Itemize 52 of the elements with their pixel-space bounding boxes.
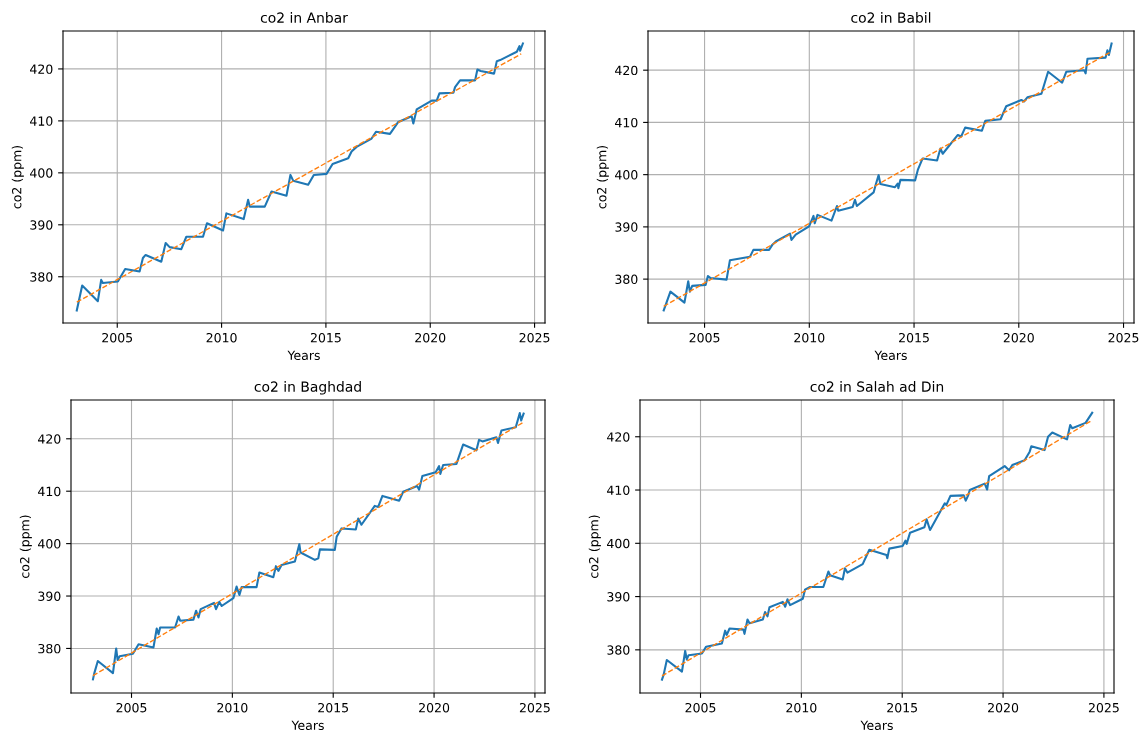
x-axis-title: Years (291, 720, 324, 731)
x-tick-label: 2010 (206, 332, 237, 343)
chart-title: co2 in Salah ad Din (810, 381, 944, 392)
y-tick-label: 380 (615, 274, 638, 285)
y-tick-label: 420 (38, 434, 61, 444)
x-tick-label: 2015 (899, 332, 929, 343)
y-tick-label: 420 (30, 64, 53, 74)
y-tick-label: 400 (30, 168, 53, 178)
y-tick-label: 410 (615, 117, 638, 128)
x-tick-label: 2025 (519, 702, 550, 713)
y-axis-title: co2 (ppm) (588, 515, 601, 578)
y-tick-label: 400 (607, 538, 630, 549)
x-tick-label: 2010 (217, 702, 248, 713)
x-tick-label: 2015 (887, 702, 918, 713)
x-tick-label: 2005 (102, 332, 133, 343)
y-tick-label: 390 (38, 591, 61, 601)
y-axis-title: co2 (ppm) (19, 515, 32, 578)
chart-title: co2 in Baghdad (254, 381, 361, 395)
x-tick-label: 2005 (685, 702, 716, 713)
y-tick-label: 420 (615, 65, 638, 76)
x-tick-label: 2020 (1003, 332, 1034, 343)
y-axis-title: co2 (ppm) (11, 145, 24, 209)
y-axis-title: co2 (ppm) (596, 145, 609, 209)
x-tick-label: 2010 (786, 702, 817, 713)
x-tick-label: 2005 (116, 702, 147, 713)
x-tick-label: 2010 (794, 332, 825, 343)
x-tick-label: 2015 (310, 332, 341, 343)
x-tick-label: 2025 (1108, 332, 1139, 343)
x-tick-label: 2025 (1088, 702, 1119, 713)
y-tick-label: 380 (30, 272, 53, 282)
x-tick-label: 2020 (988, 702, 1019, 713)
x-tick-label: 2020 (419, 702, 450, 713)
x-axis-title: Years (874, 350, 907, 361)
y-tick-label: 390 (615, 222, 638, 232)
x-axis-title: Years (860, 720, 893, 731)
x-tick-label: 2025 (519, 332, 550, 343)
y-tick-label: 400 (38, 539, 61, 549)
y-tick-label: 380 (38, 643, 61, 654)
y-tick-label: 400 (615, 170, 638, 180)
x-axis-title: Years (287, 350, 320, 361)
y-tick-label: 380 (607, 645, 630, 655)
chart-title: co2 in Babil (851, 12, 931, 23)
y-tick-label: 420 (607, 432, 630, 442)
y-tick-label: 410 (30, 116, 53, 126)
x-tick-label: 2005 (689, 332, 720, 343)
y-tick-label: 410 (607, 485, 630, 495)
chart-title: co2 in Anbar (260, 12, 348, 23)
x-tick-label: 2015 (318, 702, 349, 713)
y-tick-label: 390 (607, 592, 630, 602)
x-tick-label: 2020 (415, 332, 446, 343)
y-tick-label: 390 (30, 220, 53, 230)
y-tick-label: 410 (38, 486, 61, 497)
